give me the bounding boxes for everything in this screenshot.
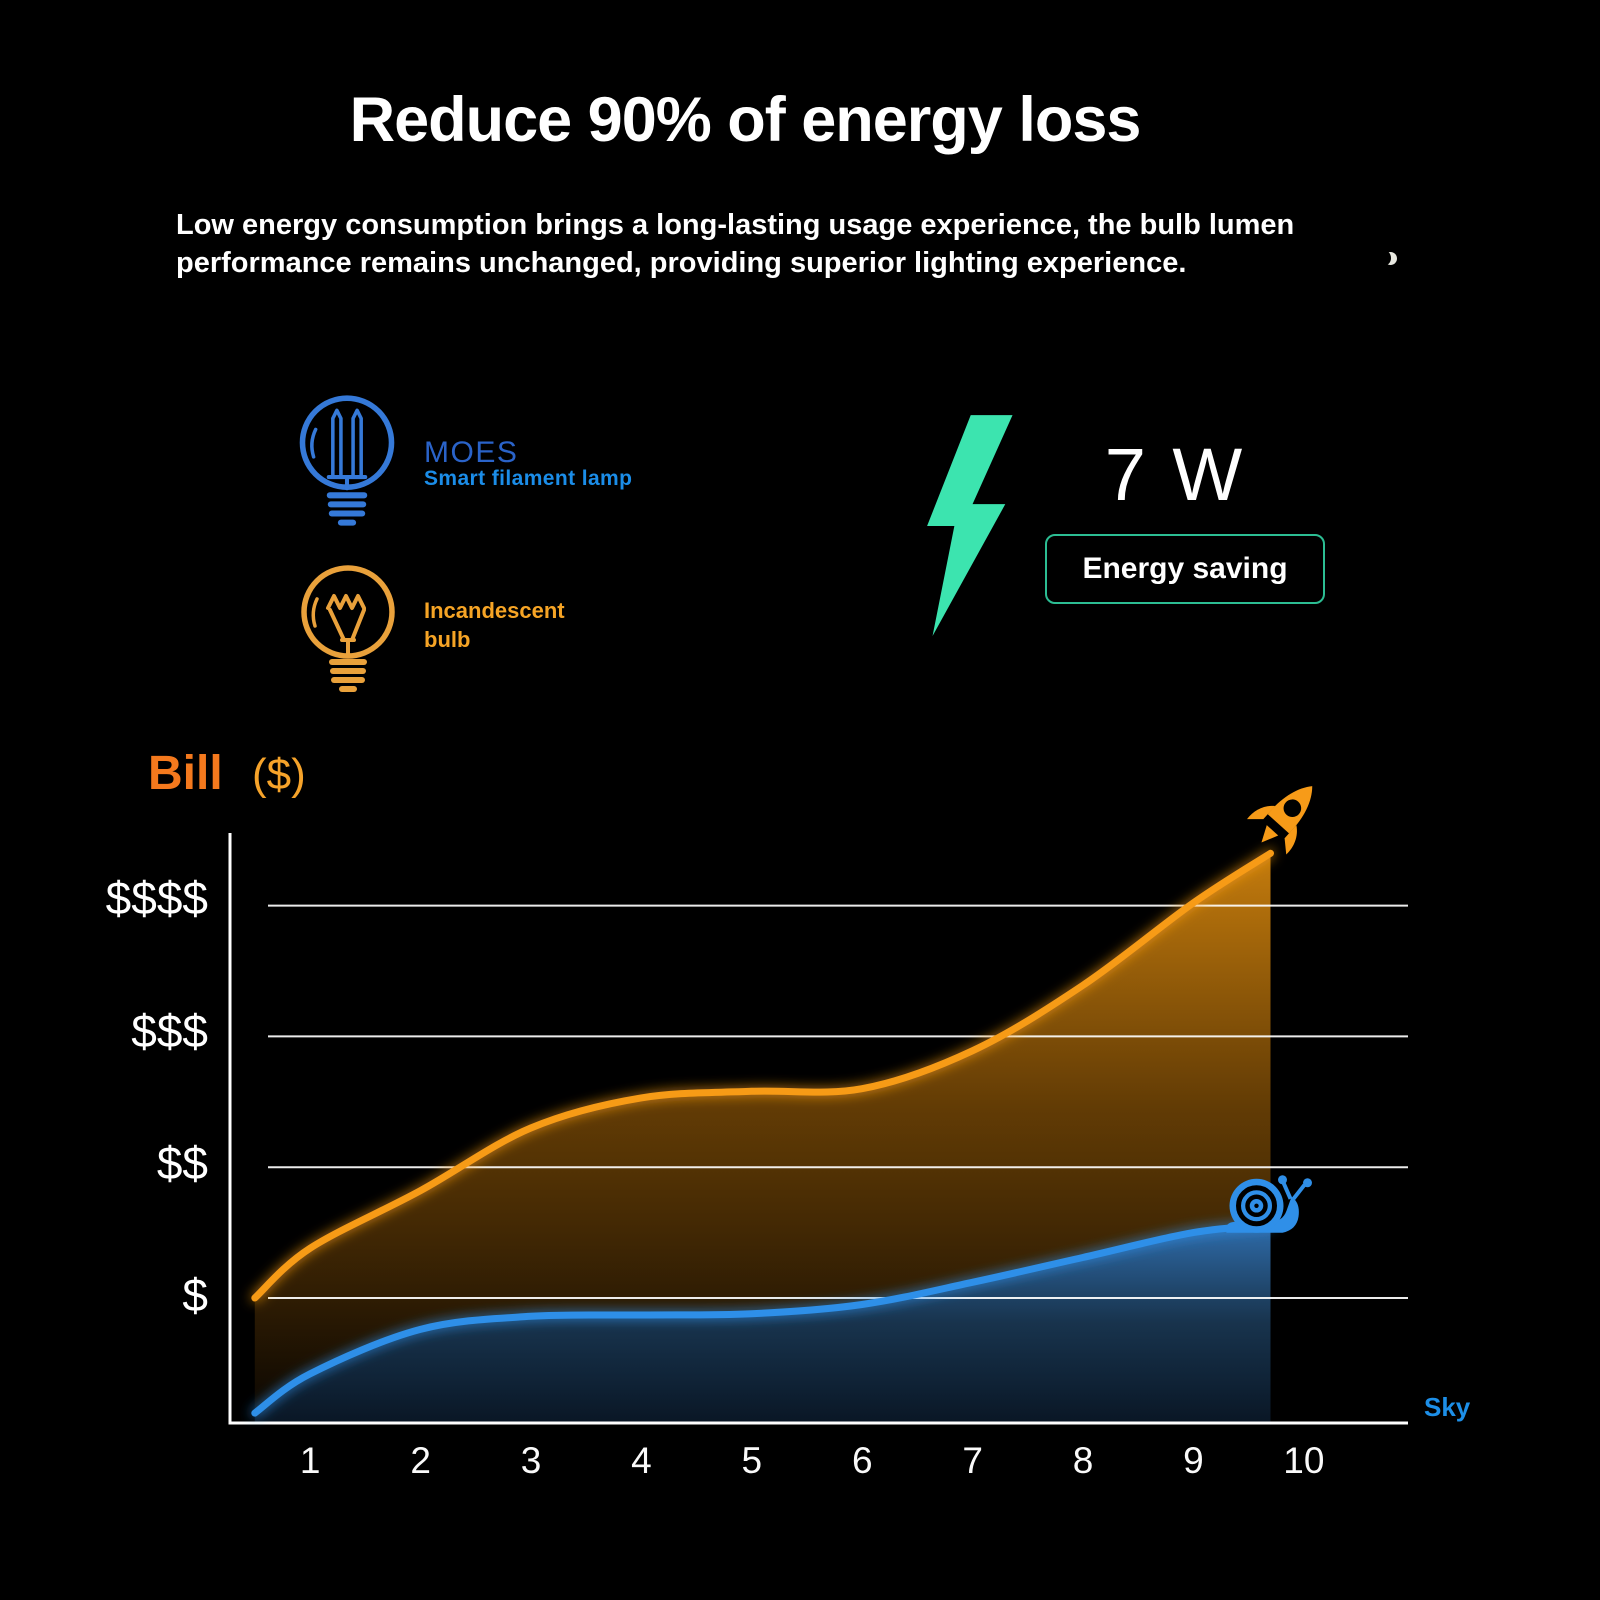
y-tick-2-dollars: $$: [156, 1137, 208, 1189]
crescent-mark: [1380, 251, 1397, 265]
y-axis-title: Bill: [148, 747, 223, 800]
smart-lamp-curve: [251, 1221, 1274, 1417]
lightning-bolt-icon: [927, 415, 1013, 636]
x-tick-1: 1: [299, 1440, 321, 1481]
smart-filament-bulb-icon: [299, 395, 395, 526]
energy-saving-badge: Energy saving: [1045, 534, 1325, 604]
x-tick-8: 8: [1072, 1440, 1094, 1481]
chart-gridlines: [268, 904, 1408, 1299]
page-title: Reduce 90% of energy loss: [349, 85, 1142, 155]
x-tick-9: 9: [1183, 1440, 1204, 1481]
incandescent-label-line-1: Incandescent: [424, 598, 565, 623]
y-tick-4-dollars: $$$$: [105, 872, 208, 924]
x-tick-4: 4: [631, 1440, 652, 1481]
rocket-icon: [1246, 786, 1313, 855]
incandescent-curve: [251, 849, 1274, 1302]
subtitle-line-1: Low energy consumption brings a long-las…: [176, 209, 1295, 241]
snail-icon: [1225, 1175, 1312, 1233]
x-axis-label: Sky: [1424, 1392, 1471, 1422]
x-tick-10: 10: [1283, 1440, 1325, 1481]
incandescent-area-fill: [254, 853, 1271, 1422]
x-tick-2: 2: [410, 1440, 431, 1481]
smart-lamp-label: Smart filament lamp: [424, 467, 633, 490]
y-tick-3-dollars: $$$: [131, 1005, 208, 1057]
subtitle: Low energy consumption brings a long-las…: [176, 206, 1294, 282]
chart-areas: [254, 853, 1271, 1422]
x-tick-6: 6: [851, 1440, 873, 1481]
incandescent-label-line-2: bulb: [424, 627, 471, 652]
x-tick-7: 7: [962, 1440, 983, 1481]
energy-saving-badge-label: Energy saving: [1082, 552, 1288, 585]
x-tick-3: 3: [520, 1440, 542, 1481]
x-tick-5: 5: [741, 1440, 763, 1481]
x-axis-ticks: 1 2 3 4 5 6 7 8 9 10: [255, 1440, 1359, 1482]
incandescent-label: Incandescent bulb: [424, 596, 565, 654]
brand-name: MOES: [424, 436, 519, 469]
incandescent-bulb-icon: [301, 565, 395, 692]
smart-lamp-area-fill: [254, 1224, 1271, 1422]
y-tick-1-dollar: $: [182, 1269, 208, 1321]
subtitle-line-2: performance remains unchanged, providing…: [176, 247, 1187, 279]
wattage-value: 7 W: [1104, 433, 1246, 516]
y-axis-unit: ($): [252, 750, 306, 799]
